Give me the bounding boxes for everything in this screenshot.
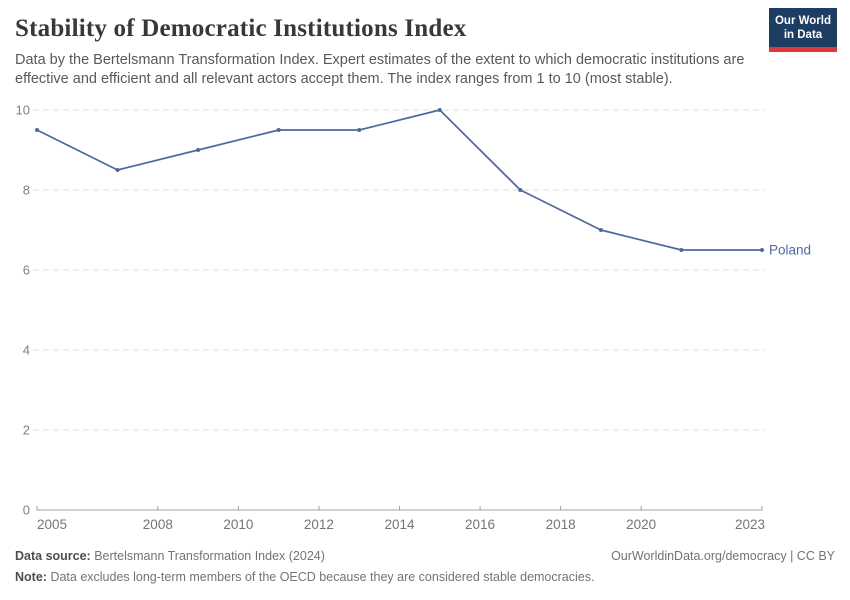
owid-logo-accent-bar — [769, 47, 837, 52]
y-axis-tick-label: 0 — [23, 503, 30, 518]
x-axis-tick-label: 2010 — [223, 517, 253, 532]
x-axis-tick-label: 2005 — [37, 517, 67, 532]
data-line-poland — [36, 109, 762, 251]
x-axis-tick-label: 2012 — [304, 517, 334, 532]
y-axis-tick-label: 10 — [16, 103, 30, 118]
data-source: Data source: Bertelsmann Transformation … — [15, 549, 325, 563]
data-point — [35, 128, 39, 132]
y-axis-tick-label: 2 — [23, 423, 30, 438]
x-axis-tick-label: 2008 — [143, 517, 173, 532]
owid-logo-text: Our World in Data — [769, 8, 837, 47]
data-point — [357, 128, 362, 132]
data-point — [518, 188, 523, 192]
y-axis-tick-label: 4 — [23, 343, 30, 358]
owid-logo: Our World in Data — [769, 8, 837, 52]
chart-subtitle: Data by the Bertelsmann Transformation I… — [15, 52, 745, 87]
data-point — [115, 168, 120, 172]
x-axis-tick-label: 2014 — [384, 517, 415, 532]
x-axis-tick-label: 2016 — [465, 517, 495, 532]
page-title: Stability of Democratic Institutions Ind… — [15, 15, 467, 42]
chart-footer: Data source: Bertelsmann Transformation … — [15, 546, 835, 588]
y-axis-tick-label: 6 — [23, 263, 30, 278]
y-axis-tick-label: 8 — [23, 183, 30, 198]
data-point — [196, 148, 201, 152]
data-point — [679, 248, 684, 252]
data-source-label: Data source: — [15, 549, 91, 563]
x-axis-tick-label: 2020 — [626, 517, 656, 532]
data-point — [276, 128, 281, 132]
data-point — [760, 248, 764, 252]
data-point — [598, 228, 603, 232]
note-label: Note: — [15, 570, 47, 584]
x-axis-tick-label: 2018 — [546, 517, 576, 532]
chart-note: Note: Data excludes long-term members of… — [15, 570, 595, 584]
x-axis-tick-label: 2023 — [735, 517, 765, 532]
data-point — [437, 108, 442, 112]
credit-line: OurWorldinData.org/democracy | CC BY — [611, 549, 835, 563]
series-label: Poland — [769, 243, 811, 258]
